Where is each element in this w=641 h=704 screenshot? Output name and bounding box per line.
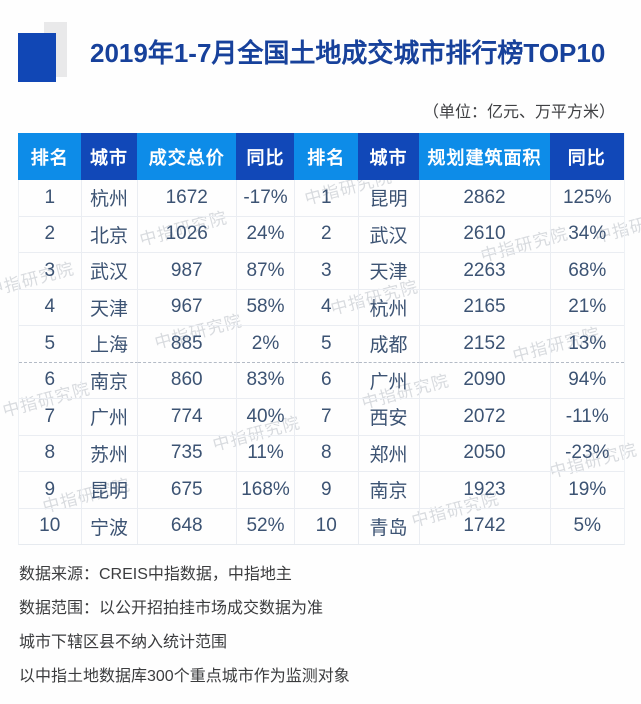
table-cell: 11%	[237, 435, 295, 472]
table-cell: 8	[295, 435, 359, 472]
table-cell: 1	[295, 180, 359, 217]
table-cell: 2	[19, 216, 82, 253]
table-cell: 南京	[81, 362, 138, 399]
column-header: 城市	[80, 133, 138, 180]
table-cell: 郑州	[358, 435, 420, 472]
table-cell: 2165	[419, 289, 551, 326]
table-cell: 4	[19, 289, 82, 326]
column-header: 成交总价	[136, 133, 237, 180]
table-cell: 83%	[237, 362, 295, 399]
table-cell: 2%	[237, 326, 295, 363]
table-cell: 1923	[419, 472, 551, 509]
table-cell: 1026	[137, 216, 237, 253]
table-cell: 648	[138, 508, 237, 544]
table-cell: 天津	[358, 253, 420, 290]
logo-blue-square	[18, 33, 56, 82]
table-cell: 北京	[81, 216, 138, 253]
table-cell: 885	[137, 326, 237, 363]
column-header: 城市	[357, 133, 420, 180]
table-cell: 68%	[550, 253, 624, 290]
table-cell: 168%	[237, 472, 295, 509]
table-cell: 2090	[419, 362, 551, 399]
table-cell: -11%	[550, 399, 624, 436]
table-cell: 5%	[573, 515, 601, 537]
column-header: 同比	[236, 133, 295, 180]
table-cell: 2862	[419, 180, 551, 217]
table-cell: 6	[19, 362, 82, 399]
table-cell: -17%	[237, 180, 295, 217]
column-header: 同比	[549, 133, 624, 180]
table-cell: 武汉	[81, 253, 138, 290]
table-cell: 昆明	[81, 472, 138, 509]
table-cell: 987	[137, 253, 237, 290]
table-cell: 苏州	[81, 435, 138, 472]
table-cell: 杭州	[358, 289, 420, 326]
table-cell: 125%	[550, 180, 624, 217]
table-cell: 武汉	[358, 216, 420, 253]
footnote-line: 以中指土地数据库300个重点城市作为监测对象	[19, 668, 350, 685]
table-cell: 21%	[550, 290, 624, 326]
table-cell: 3	[295, 253, 359, 290]
column-header: 规划建筑面积	[418, 133, 551, 180]
footnote-line: 数据来源：CREIS中指数据，中指地主	[19, 566, 292, 583]
table-cell: 10	[295, 508, 359, 544]
table-cell: 1742	[420, 508, 551, 544]
table-cell: 5	[295, 326, 359, 363]
table-cell: 2	[295, 216, 359, 253]
table-cell: 成都	[358, 326, 420, 363]
table-cell: 天津	[81, 289, 138, 326]
table-cell: 青岛	[359, 508, 420, 544]
table-cell: 34%	[550, 217, 624, 253]
table-cell: 40%	[237, 399, 295, 436]
table-cell: 735	[137, 435, 237, 472]
table-cell: 94%	[550, 363, 624, 399]
table-cell: 967	[137, 289, 237, 326]
table-cell: 1	[19, 180, 82, 217]
table-cell: 宁波	[82, 508, 138, 544]
table-cell: 2072	[419, 399, 551, 436]
table-cell: 58%	[237, 289, 295, 326]
table-cell: 675	[137, 472, 237, 509]
table-cell: 2610	[419, 216, 551, 253]
footnote-line: 数据范围：以公开招拍挂市场成交数据为准	[19, 600, 324, 617]
table-cell: 3	[19, 253, 82, 290]
ranking-table: 排名 城市 成交总价 同比 排名 城市 规划建筑面积 同比 1 杭州 1672 -17% 1 昆明 2862…	[18, 133, 625, 545]
table-cell: 2050	[419, 435, 551, 472]
table-cell: 广州	[358, 362, 420, 399]
table-cell: 6	[295, 362, 359, 399]
table-cell: 上海	[81, 326, 138, 363]
table-cell: 860	[137, 362, 237, 399]
table-cell: 774	[137, 399, 237, 436]
footnote-line: 城市下辖区县不纳入统计范围	[19, 634, 228, 651]
table-cell: 4	[295, 289, 359, 326]
table-cell: 19%	[550, 472, 624, 509]
table-cell: 2152	[419, 326, 551, 363]
table-cell: 广州	[81, 399, 138, 436]
page-title: 2019年1-7月全国土地成交城市排行榜TOP10	[90, 38, 606, 68]
table-cell: 13%	[550, 326, 624, 363]
table-cell: 7	[19, 399, 82, 436]
table-cell: 2263	[419, 253, 551, 290]
unit-note: （单位：亿元、万平方米）	[422, 104, 615, 121]
table-cell: 52%	[237, 508, 295, 544]
table-cell: 9	[19, 472, 82, 509]
table-cell: 8	[19, 435, 82, 472]
column-header: 排名	[294, 133, 359, 180]
table-cell: 昆明	[358, 180, 420, 217]
table-cell: 9	[295, 472, 359, 509]
table-cell: 24%	[237, 216, 295, 253]
table-cell: 1672	[137, 180, 237, 217]
table-cell: 5	[19, 326, 82, 363]
table-cell: 10	[19, 508, 82, 544]
table-cell: 87%	[237, 253, 295, 290]
table-cell: -23%	[550, 436, 624, 472]
table-cell: 西安	[358, 399, 420, 436]
table-cell: 南京	[358, 472, 420, 509]
table-cell: 7	[295, 399, 359, 436]
column-header: 排名	[18, 133, 82, 180]
table-cell: 杭州	[81, 180, 138, 217]
